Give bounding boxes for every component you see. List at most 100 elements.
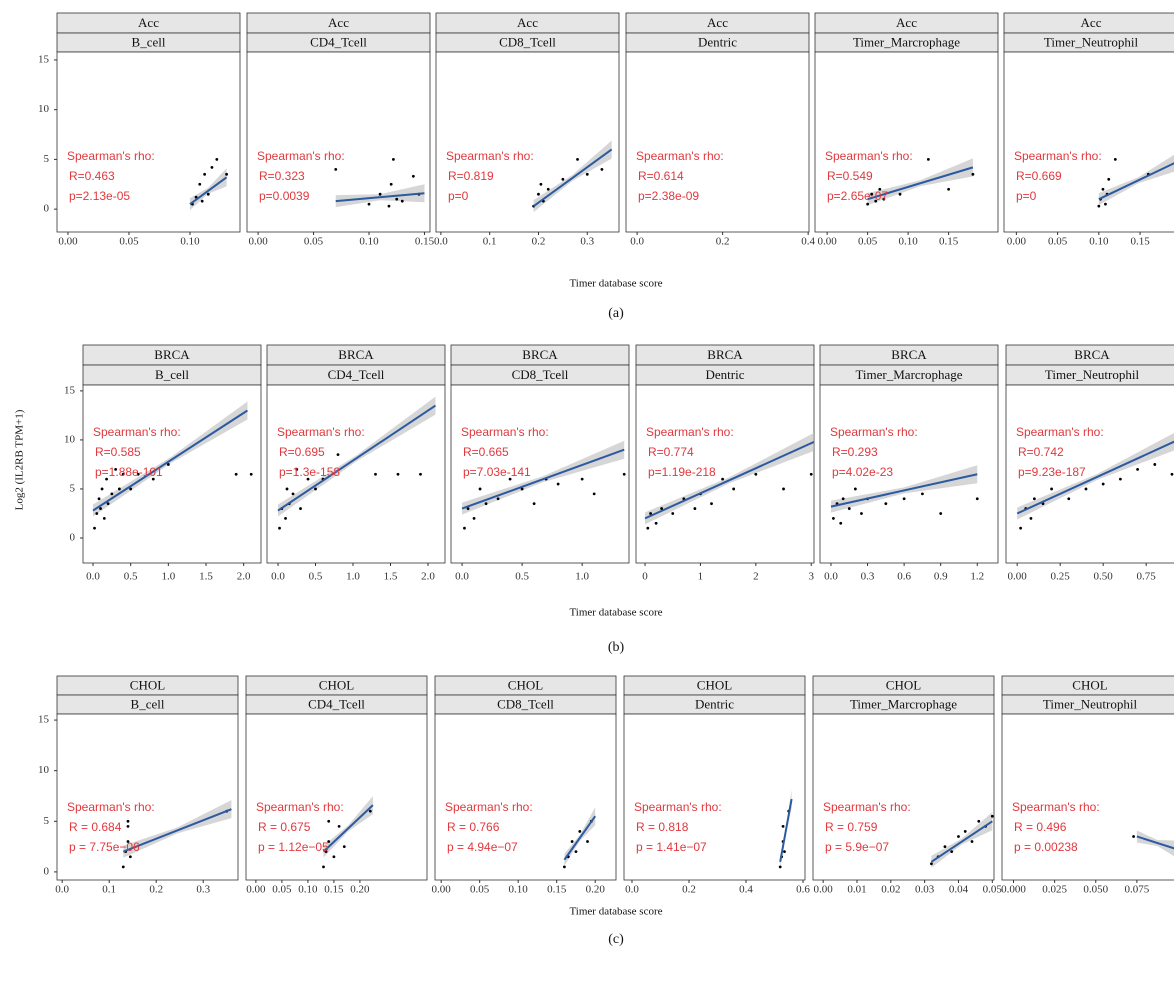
caption: (a) [608, 306, 624, 321]
point [151, 477, 155, 481]
panel [1001, 713, 1174, 881]
point [367, 202, 371, 206]
fit-line [930, 820, 993, 863]
point [721, 477, 724, 481]
x-tick-label: 0.10 [359, 236, 379, 248]
x-tick-label: 0.03 [915, 884, 935, 896]
facet-title: Timer_Marcrophage [853, 34, 960, 49]
annotation: p = 0.00238 [1014, 840, 1078, 854]
point [121, 865, 125, 869]
plot-area [1097, 154, 1174, 208]
point [939, 512, 943, 515]
annotation: Spearman's rho: [646, 425, 734, 439]
point [1136, 467, 1139, 471]
point [95, 512, 99, 515]
point [809, 472, 813, 476]
panel [1003, 51, 1174, 233]
point [136, 472, 140, 476]
point [975, 497, 979, 501]
point [971, 172, 975, 176]
point [646, 526, 650, 530]
point [121, 472, 125, 476]
point [1170, 472, 1174, 476]
annotation: R=0.665 [463, 445, 509, 459]
point [561, 177, 565, 181]
facet-group: CHOL [886, 677, 921, 692]
annotation: p = 4.94e−07 [447, 840, 518, 854]
caption: (b) [608, 640, 625, 655]
x-axis-label: Timer database score [569, 607, 662, 619]
x-tick-label: 0.05 [304, 236, 324, 248]
y-tick-label: 0 [44, 865, 50, 877]
y-tick-label: 10 [64, 433, 76, 445]
y-tick-label: 15 [38, 53, 50, 65]
fit-line [322, 804, 374, 853]
annotation: p=1.19e-218 [648, 465, 716, 479]
point [327, 819, 331, 823]
facet-title: Timer_Marcrophage [855, 367, 962, 382]
x-tick-label: 3 [808, 571, 814, 583]
facet-title: Dentric [695, 696, 734, 711]
point [957, 835, 960, 838]
facet-group: CHOL [508, 677, 543, 692]
panel [450, 384, 630, 564]
point [841, 497, 845, 501]
annotation: Spearman's rho: [446, 149, 534, 163]
point [97, 497, 101, 501]
point [539, 182, 543, 186]
plot-area [866, 158, 975, 206]
x-tick-label: 0 [642, 571, 648, 583]
point [1101, 187, 1105, 191]
x-tick-label: 0.10 [298, 884, 318, 896]
plot-area [334, 158, 425, 208]
point [117, 487, 121, 491]
facet-title: B_cell [132, 34, 166, 49]
x-tick-label: 0.04 [949, 884, 969, 896]
x-tick-label: 0.0 [455, 571, 469, 583]
point [200, 199, 204, 203]
fit-line [1136, 835, 1174, 850]
point [778, 865, 782, 869]
point [950, 850, 954, 854]
annotation: p=2.13e-05 [69, 189, 130, 203]
point [839, 521, 843, 525]
x-tick-label: 0.6 [897, 571, 911, 583]
facet-title: Timer_Neutrophil [1044, 34, 1139, 49]
annotation: R = 0.675 [258, 820, 311, 834]
annotation: Spearman's rho: [257, 149, 345, 163]
plot-area [121, 800, 232, 869]
point [1050, 487, 1053, 491]
x-tick-label: 0.05 [272, 884, 292, 896]
point [1104, 202, 1107, 206]
x-tick-label: 0.20 [586, 884, 606, 896]
facet-title: CD8_Tcell [499, 34, 556, 49]
x-tick-label: 1.0 [346, 571, 360, 583]
point [732, 487, 736, 491]
facet-title: CD4_Tcell [328, 367, 385, 382]
confidence-band [323, 796, 373, 858]
annotation: Spearman's rho: [67, 800, 155, 814]
point [291, 492, 295, 496]
point [654, 521, 658, 525]
facet-group: BRCA [154, 347, 190, 362]
point [392, 158, 395, 161]
annotation: Spearman's rho: [830, 425, 918, 439]
facet-group: CHOL [319, 677, 354, 692]
confidence-band [1017, 433, 1174, 520]
x-tick-label: 0.05 [470, 884, 490, 896]
point [395, 197, 399, 201]
facet-title: Dentric [706, 367, 745, 382]
point [1118, 477, 1122, 481]
point [249, 472, 253, 476]
plot-area [92, 401, 253, 530]
fit-line [533, 148, 613, 207]
point [114, 467, 118, 471]
x-tick-label: 0.05 [119, 236, 139, 248]
x-tick-label: 0.15 [415, 236, 435, 248]
point [463, 526, 466, 530]
x-tick-label: 0.10 [1089, 236, 1109, 248]
point [947, 187, 951, 191]
point [970, 840, 974, 843]
facet-title: Timer_Neutrophil [1045, 367, 1140, 382]
point [278, 526, 281, 530]
